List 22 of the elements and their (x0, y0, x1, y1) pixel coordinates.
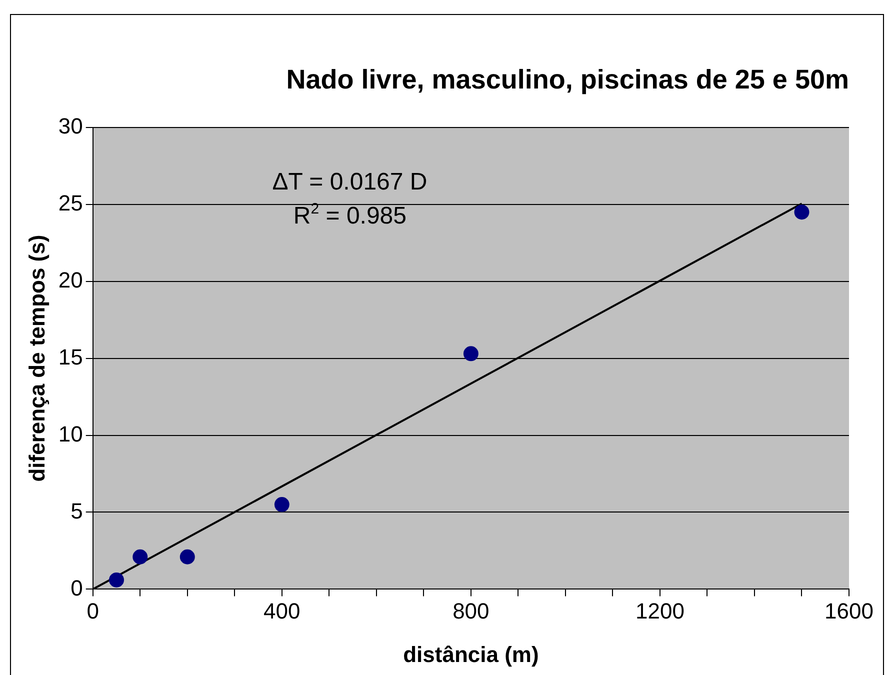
point (794, 204, 810, 220)
point (274, 497, 290, 512)
y-tick-label: 10 (58, 421, 83, 446)
y-tick-label: 15 (58, 344, 83, 370)
annotation: ΔT = 0.0167 D (272, 168, 428, 196)
y-tick-label: 20 (58, 267, 83, 292)
x-tick-label: 1200 (635, 598, 684, 624)
y-tick-label: 25 (58, 190, 83, 216)
x-tick-label: 1600 (824, 598, 874, 624)
x-tick-label: 0 (86, 598, 99, 624)
chart-title: Nado livre, masculino, piscinas de 25 e 50m (286, 64, 849, 95)
point (109, 572, 124, 588)
y-axis-title: diferença de tempos (s) (24, 234, 50, 482)
y-tick-label: 30 (58, 113, 83, 138)
x-axis-title: distância (m) (403, 642, 539, 667)
y-tick-label: 5 (70, 498, 83, 524)
point (463, 346, 478, 362)
x-tick-label: 800 (452, 598, 490, 624)
y-tick-label: 0 (70, 575, 83, 600)
point (132, 549, 148, 564)
x-tick-label: 400 (264, 598, 300, 624)
point (180, 549, 195, 564)
